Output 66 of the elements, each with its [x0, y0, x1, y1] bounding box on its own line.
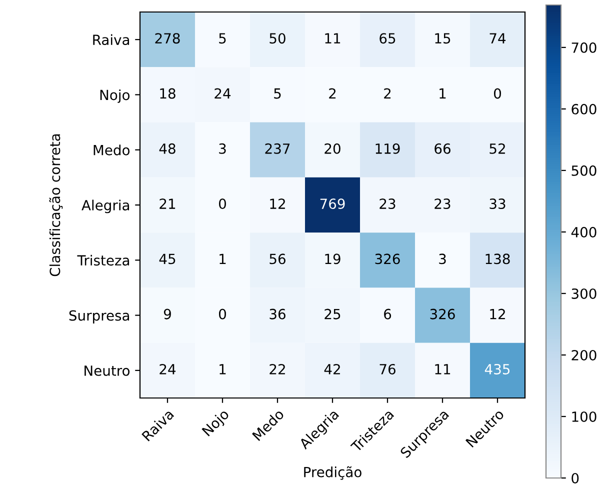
- data-label: 326: [430, 308, 455, 320]
- data-label: 45: [159, 254, 176, 264]
- data-label: 66: [434, 143, 450, 154]
- data-label: 12: [270, 198, 285, 209]
- data-label: 0: [218, 308, 226, 320]
- data-label: 11: [435, 364, 450, 374]
- data-label: 24: [214, 88, 231, 99]
- y-tick-label: Alegria: [82, 200, 130, 214]
- data-label: 12: [490, 308, 505, 320]
- color-bar-label: 700: [572, 42, 596, 53]
- data-label: 3: [439, 254, 446, 264]
- data-label: 48: [159, 143, 176, 154]
- data-label: 2: [384, 88, 391, 99]
- color-bar-label: 500: [572, 165, 596, 176]
- y-tick-label: Tristeza: [77, 254, 130, 266]
- data-label: 42: [324, 364, 340, 374]
- color-bar-label: 0: [572, 472, 579, 484]
- data-label: 56: [270, 254, 286, 264]
- data-label: 769: [320, 198, 345, 210]
- data-label: 23: [434, 198, 450, 210]
- data-label: 2: [329, 88, 336, 99]
- y-tick-label: Surpresa: [69, 310, 130, 324]
- y-tick-label: Raiva: [93, 34, 130, 46]
- data-label: 119: [376, 143, 400, 154]
- data-label: 24: [160, 364, 176, 374]
- data-label: 1: [220, 364, 226, 374]
- y-tick-label: Nojo: [100, 89, 130, 103]
- data-label: 326: [375, 254, 400, 264]
- data-label: 6: [384, 308, 392, 320]
- data-label: 1: [220, 254, 226, 264]
- color-bar-label: 100: [572, 411, 596, 422]
- data-label: 15: [435, 33, 450, 44]
- data-label: 33: [490, 198, 506, 210]
- data-label: 9: [164, 308, 171, 320]
- data-label: 237: [265, 143, 290, 154]
- data-label: 52: [490, 143, 505, 154]
- data-label: 0: [218, 198, 226, 210]
- data-label: 20: [324, 143, 340, 154]
- data-label: 76: [380, 364, 396, 374]
- data-label: 18: [160, 88, 176, 99]
- data-label: 3: [219, 143, 226, 154]
- data-label: 36: [270, 308, 286, 320]
- color-bar-label: 200: [572, 350, 596, 360]
- y-tick-label: Medo: [94, 144, 130, 156]
- data-label: 65: [380, 33, 396, 44]
- data-label: 74: [490, 33, 506, 44]
- data-label: 22: [270, 364, 285, 374]
- color-bar-label: 600: [572, 104, 596, 114]
- data-label: 11: [325, 33, 340, 44]
- data-label: 5: [219, 33, 226, 44]
- y-axis-title: Classificação correta: [49, 134, 63, 276]
- data-label: 1: [440, 88, 446, 99]
- data-label: 0: [494, 88, 501, 99]
- color-bar-label: 400: [571, 226, 596, 238]
- y-tick-label: Neutro: [84, 366, 130, 376]
- data-label: 50: [270, 33, 286, 44]
- color-bar-label: 300: [572, 288, 596, 299]
- data-label: 278: [155, 33, 180, 44]
- data-label: 23: [380, 198, 396, 210]
- data-label: 21: [160, 198, 176, 209]
- data-label: 435: [484, 364, 510, 374]
- x-axis-title: Predição: [304, 466, 362, 480]
- data-label: 25: [324, 308, 340, 320]
- data-label: 19: [325, 254, 340, 264]
- data-label: 138: [486, 254, 510, 264]
- data-label: 5: [274, 88, 281, 99]
